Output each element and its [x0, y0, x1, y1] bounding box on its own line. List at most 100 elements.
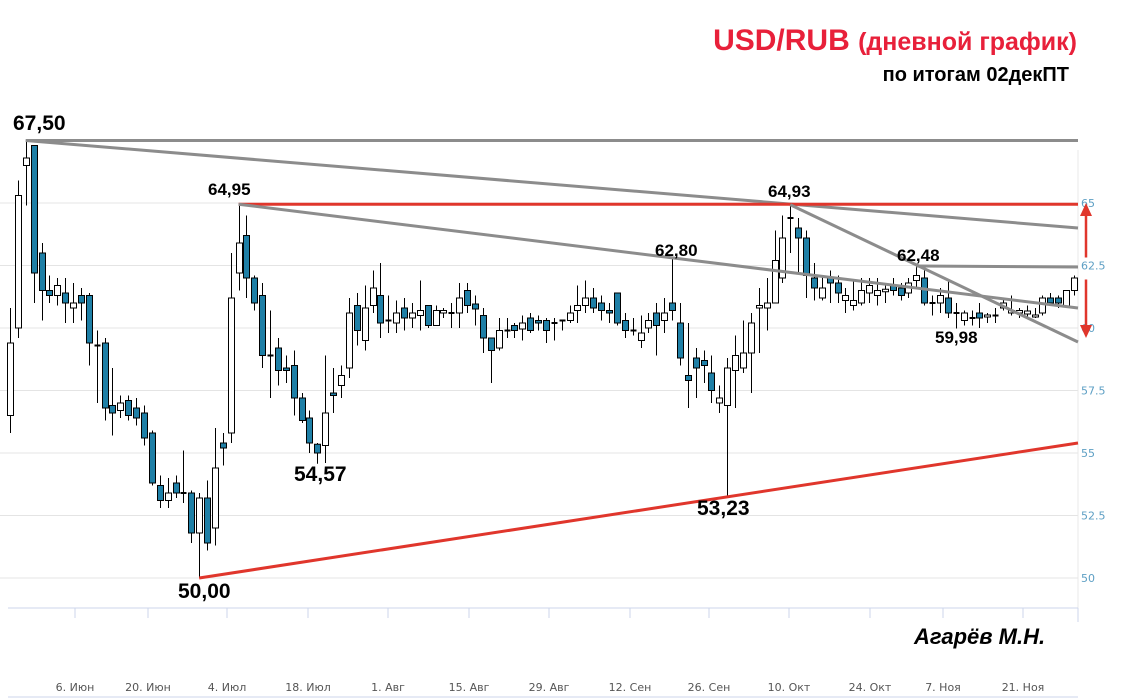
candle-body-up	[70, 302, 77, 309]
x-tick-label: 18. Июл	[285, 681, 331, 694]
candle	[149, 430, 156, 486]
candle	[377, 263, 384, 338]
annotation-high-67-50: 67,50	[13, 112, 66, 135]
x-tick-label: 10. Окт	[768, 681, 811, 694]
candle	[456, 283, 463, 328]
candle-body-up	[117, 402, 124, 411]
candle-body-up	[393, 312, 400, 324]
candle	[803, 230, 810, 298]
candle-body-down	[535, 320, 542, 324]
candle-body-up	[882, 288, 889, 293]
candle-body-down	[488, 337, 495, 351]
candle-body-down	[377, 295, 384, 324]
candle-body-up	[1039, 297, 1046, 314]
candle-body-down	[125, 400, 132, 416]
annotation-62-48: 62,48	[897, 246, 940, 265]
candle-body-down	[102, 342, 109, 409]
candle-body-down	[173, 482, 180, 494]
candle	[275, 338, 282, 386]
candle	[716, 385, 723, 413]
candle	[440, 308, 447, 318]
candle-body-up	[842, 295, 849, 301]
candle	[622, 313, 629, 338]
candle	[590, 288, 597, 313]
candle-body-down	[653, 312, 660, 326]
candle	[543, 318, 550, 343]
candle	[969, 310, 976, 326]
candle-body-up	[984, 314, 991, 318]
candle-body-down	[543, 320, 550, 331]
x-tick-label: 21. Ноя	[1002, 681, 1045, 694]
candle	[504, 318, 511, 338]
candle	[929, 295, 936, 316]
candle	[496, 318, 503, 351]
candle-body-down	[527, 317, 534, 331]
candle-body-up	[370, 287, 377, 306]
candle	[1032, 308, 1039, 318]
candle-body-down	[401, 307, 408, 319]
candle-body-down	[157, 485, 164, 501]
candle-body-down	[243, 235, 250, 279]
candle	[409, 303, 416, 328]
candle-body-up	[645, 320, 652, 329]
trendline-red	[198, 441, 1079, 580]
candle	[953, 303, 960, 329]
candle	[7, 308, 14, 433]
candle	[645, 313, 652, 333]
candle	[314, 443, 321, 464]
candle	[976, 303, 983, 328]
candle-body-down	[803, 237, 810, 276]
candle-body-up	[772, 260, 779, 304]
candle	[243, 215, 250, 298]
candle-body-down	[39, 252, 46, 291]
candle	[511, 323, 518, 338]
candle	[86, 293, 93, 366]
candle-body-up	[362, 307, 369, 341]
candle	[102, 338, 109, 421]
candle	[346, 298, 353, 378]
candle-body-up	[1071, 277, 1078, 291]
trendline-gray	[916, 264, 1079, 269]
candle-body-up	[236, 242, 243, 274]
candle	[393, 300, 400, 333]
candle	[425, 305, 432, 328]
candle	[606, 303, 613, 323]
candle	[764, 278, 771, 331]
candle-body-down	[354, 305, 361, 331]
candle	[732, 335, 739, 408]
candle	[188, 490, 195, 543]
candle-body-down	[46, 290, 53, 296]
x-axis: 6. Июн 20. Июн 4. Июл 18. Июл 1. Авг 15. Авг 2…	[8, 607, 1079, 698]
candle	[787, 204, 794, 253]
candle	[961, 310, 968, 326]
x-tick-label: 26. Сен	[688, 681, 731, 694]
candle	[173, 475, 180, 498]
candle-body-down	[464, 290, 471, 306]
candle-body-up	[748, 322, 755, 354]
candle-body-up	[417, 310, 424, 316]
candle	[385, 295, 392, 333]
candle-body-down	[149, 432, 156, 484]
candle	[748, 313, 755, 393]
candle-body-up	[1032, 314, 1039, 318]
candle-body-up	[764, 302, 771, 309]
candle	[212, 428, 219, 546]
candle-body-down	[314, 443, 321, 454]
candle-body-down	[62, 292, 69, 304]
candle-body-down	[472, 303, 479, 310]
candle	[1039, 295, 1046, 316]
trendlines	[25, 139, 1079, 580]
candle	[306, 410, 313, 453]
candle	[109, 368, 116, 436]
candle-body-down	[188, 492, 195, 534]
candle-body-down	[291, 365, 298, 399]
candle-body-down	[425, 305, 432, 326]
candle	[724, 358, 731, 498]
candle	[448, 303, 455, 328]
x-tick-label: 29. Авг	[529, 681, 570, 694]
x-tick-label: 6. Июн	[56, 681, 95, 694]
candle	[354, 293, 361, 346]
candle-body-up	[819, 287, 826, 299]
candle	[574, 285, 581, 323]
candle	[835, 275, 842, 303]
